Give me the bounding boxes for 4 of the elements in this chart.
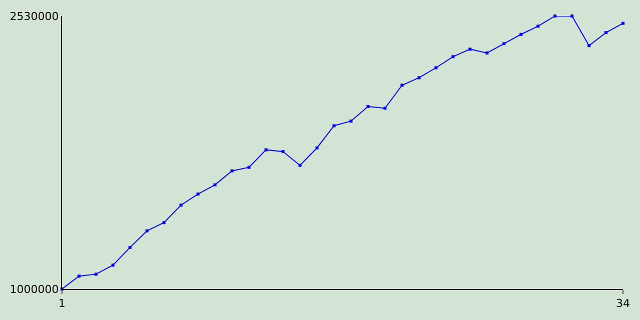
y-tick-label: 1000000 [10, 282, 59, 296]
y-tick-label: 2530000 [10, 10, 59, 23]
x-tick-label: 34 [616, 297, 630, 310]
x-tick-label: 1 [58, 297, 66, 310]
